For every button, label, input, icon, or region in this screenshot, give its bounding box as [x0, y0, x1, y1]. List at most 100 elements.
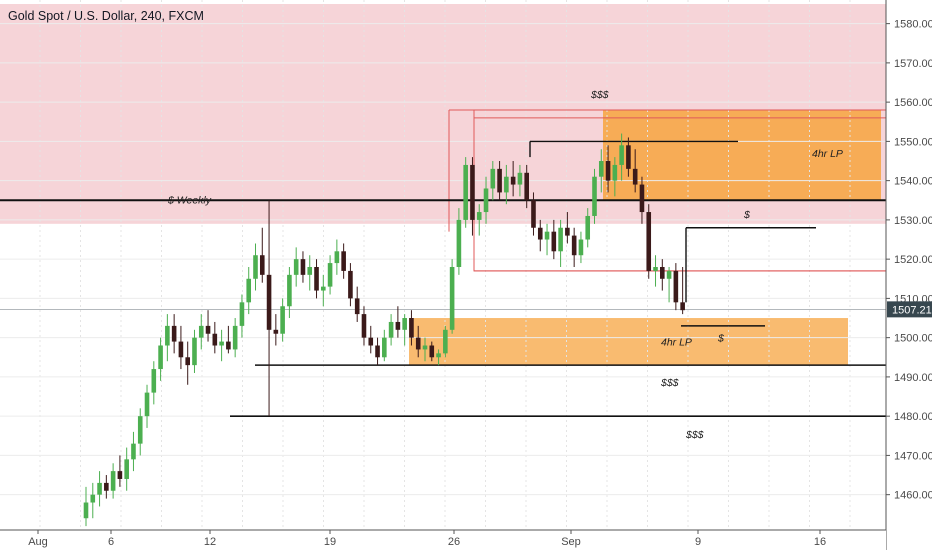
candle-down[interactable] — [470, 164, 475, 220]
candle-down[interactable] — [104, 482, 109, 491]
candle-up[interactable] — [198, 325, 204, 338]
candle-up[interactable] — [307, 267, 313, 275]
candle-up[interactable] — [666, 270, 672, 279]
candle-down[interactable] — [680, 302, 685, 311]
candle-up[interactable] — [436, 353, 441, 358]
candle-down[interactable] — [354, 298, 360, 315]
candle-down[interactable] — [117, 471, 123, 479]
candle-up[interactable] — [246, 278, 252, 303]
candle-up[interactable] — [280, 306, 285, 334]
time-tick-label: Sep — [561, 536, 581, 548]
annotation-label: $ — [743, 209, 750, 221]
candle-down[interactable] — [368, 337, 374, 346]
candle-up[interactable] — [443, 329, 448, 354]
candle-down[interactable] — [205, 325, 211, 334]
candle-down[interactable] — [300, 259, 306, 275]
candle-up[interactable] — [504, 176, 509, 193]
candle-up[interactable] — [83, 502, 89, 519]
candle-up[interactable] — [124, 459, 129, 479]
candle-up[interactable] — [382, 337, 387, 358]
candle-up[interactable] — [598, 161, 604, 177]
candle-up[interactable] — [558, 227, 563, 252]
candle-down[interactable] — [178, 341, 184, 358]
candle-up[interactable] — [592, 176, 597, 216]
candle-up[interactable] — [612, 164, 618, 181]
candle-up[interactable] — [293, 259, 299, 275]
candle-up[interactable] — [327, 263, 333, 287]
candle-up[interactable] — [402, 318, 407, 330]
candle-down[interactable] — [565, 227, 570, 236]
candle-up[interactable] — [158, 345, 163, 370]
candle-up[interactable] — [517, 172, 523, 185]
price-tick-label: 1480.00 — [894, 411, 932, 423]
candle-up[interactable] — [97, 482, 102, 495]
last-price-box — [887, 301, 932, 318]
candle-up[interactable] — [90, 494, 96, 503]
candle-up[interactable] — [165, 325, 170, 346]
candle-down[interactable] — [185, 357, 190, 366]
candle-down[interactable] — [531, 200, 536, 228]
candle-down[interactable] — [646, 212, 652, 271]
candle-down[interactable] — [639, 184, 645, 213]
candle-up[interactable] — [483, 188, 489, 213]
candle-down[interactable] — [395, 321, 401, 330]
candle-down[interactable] — [571, 235, 577, 256]
candle-down[interactable] — [626, 145, 631, 169]
candle-up[interactable] — [422, 345, 428, 350]
candle-up[interactable] — [388, 321, 394, 338]
candle-down[interactable] — [660, 267, 665, 279]
candle-down[interactable] — [524, 172, 529, 201]
candle-up[interactable] — [239, 302, 245, 326]
time-tick-label: 6 — [108, 536, 114, 548]
candle-down[interactable] — [341, 251, 346, 271]
candle-down[interactable] — [409, 318, 414, 338]
candle-up[interactable] — [151, 369, 157, 393]
candle-up[interactable] — [476, 212, 482, 220]
candle-up[interactable] — [110, 471, 116, 491]
candle-up[interactable] — [192, 337, 197, 366]
candle-down[interactable] — [537, 227, 543, 240]
candle-up[interactable] — [490, 168, 496, 189]
candle-down[interactable] — [415, 337, 421, 350]
candle-down[interactable] — [171, 325, 177, 342]
candle-down[interactable] — [212, 333, 218, 346]
candle-down[interactable] — [510, 176, 516, 185]
time-tick-label: 9 — [695, 536, 701, 548]
candle-up[interactable] — [585, 215, 591, 240]
candle-up[interactable] — [287, 274, 292, 307]
candle-up[interactable] — [578, 239, 584, 256]
candle-up[interactable] — [653, 267, 658, 271]
candle-down[interactable] — [314, 267, 319, 291]
candle-up[interactable] — [144, 392, 150, 417]
candle-down[interactable] — [551, 231, 557, 252]
candle-down[interactable] — [605, 161, 611, 181]
candle-up[interactable] — [137, 416, 143, 444]
candle-up[interactable] — [253, 255, 258, 279]
candle-down[interactable] — [259, 255, 265, 275]
candle-down[interactable] — [673, 270, 679, 303]
candle-down[interactable] — [226, 341, 231, 350]
candle-up[interactable] — [232, 325, 238, 350]
candle-down[interactable] — [273, 329, 279, 334]
candle-down[interactable] — [266, 274, 272, 330]
candle-up[interactable] — [334, 251, 340, 264]
candle-up[interactable] — [219, 341, 224, 346]
candle-down[interactable] — [497, 168, 502, 193]
candle-up[interactable] — [463, 164, 468, 220]
candle-up[interactable] — [449, 267, 455, 330]
annotation-label: $ — [717, 333, 724, 345]
upper-lp-zone — [603, 109, 881, 201]
candle-up[interactable] — [131, 443, 136, 460]
candle-up[interactable] — [321, 286, 326, 291]
candle-up[interactable] — [456, 219, 462, 267]
candle-down[interactable] — [375, 345, 380, 358]
candle-up[interactable] — [619, 145, 624, 165]
candle-down[interactable] — [348, 270, 353, 299]
candle-down[interactable] — [632, 168, 638, 185]
candle-down[interactable] — [429, 345, 435, 358]
annotation-label: $ Weekly — [167, 194, 212, 206]
time-axis: Aug 6 12 19 26 Sep 9 16 — [0, 529, 886, 550]
candle-down[interactable] — [361, 314, 367, 338]
candle-up[interactable] — [544, 231, 550, 240]
